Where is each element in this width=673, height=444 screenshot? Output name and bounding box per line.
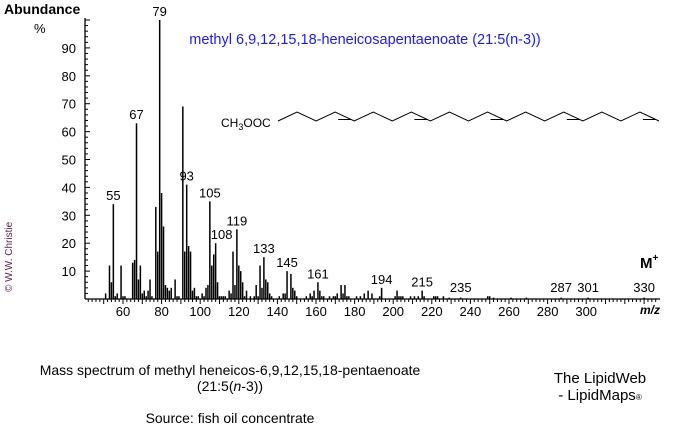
y-tick-label: 30	[62, 208, 76, 223]
caption-source: Source: fish oil concentrate	[145, 410, 315, 426]
caption: Mass spectrum of methyl heneicos-6,9,12,…	[20, 362, 440, 426]
carbon-chain	[277, 111, 660, 122]
mass-spectrum-chart: Abundance % methyl 6,9,12,15,18-heneicos…	[4, 1, 660, 319]
peak-label-301: 301	[577, 280, 599, 295]
copyright: © W.W. Christie	[4, 221, 15, 292]
x-axis-label: m/z	[640, 303, 660, 317]
peak-label-145: 145	[276, 255, 298, 270]
axes: 10 20 30 40 50 60 70 80 90 60 80 100 120 140 160 180 200…	[62, 18, 660, 319]
peak-label-79: 79	[152, 4, 166, 19]
structure-head-label: CH3OOC	[221, 116, 271, 132]
chemical-structure	[277, 111, 660, 122]
peak-label-67: 67	[129, 107, 143, 122]
y-tick-label: 40	[62, 180, 76, 195]
chart-title: methyl 6,9,12,15,18-heneicosapentaenoate…	[189, 32, 540, 48]
x-tick-label: 280	[537, 304, 559, 319]
peak-label-119: 119	[227, 213, 248, 228]
peaks	[104, 20, 645, 299]
y-tick-label: 50	[62, 153, 76, 168]
peak-label-287: 287	[550, 280, 572, 295]
caption-line2: (21:5(n-3))	[196, 378, 264, 394]
peak-label-108: 108	[211, 227, 233, 242]
x-tick-label: 260	[498, 304, 520, 319]
molecular-ion-label: M+	[640, 253, 659, 272]
x-tick-label: 60	[116, 304, 130, 319]
brand-line1: The LipidWeb	[553, 370, 647, 387]
brand-line2: - LipidMaps®	[558, 387, 642, 404]
x-tick-label: 140	[267, 304, 289, 319]
x-tick-label: 80	[154, 304, 168, 319]
peak-label-105: 105	[199, 185, 221, 200]
x-tick-label: 300	[575, 304, 597, 319]
y-tick-label: 80	[62, 69, 76, 84]
y-tick-label: 20	[62, 236, 76, 251]
peak-label-93: 93	[179, 169, 193, 184]
x-tick-label: 220	[421, 304, 443, 319]
y-tick-label: 60	[62, 125, 76, 140]
y-axis-label: Abundance	[4, 1, 80, 17]
peak-label-215: 215	[411, 275, 433, 290]
brand: The LipidWeb - LipidMaps®	[545, 370, 655, 404]
peak-label-133: 133	[253, 241, 275, 256]
x-tick-label: 120	[228, 304, 250, 319]
x-tick-label: 240	[460, 304, 482, 319]
y-tick-label: 90	[62, 41, 76, 56]
y-tick-label: 70	[62, 97, 76, 112]
peak-label-161: 161	[307, 266, 329, 281]
peak-label-55: 55	[106, 188, 120, 203]
y-tick-label: 10	[62, 264, 76, 279]
peak-label-194: 194	[371, 272, 393, 287]
y-axis-unit: %	[34, 21, 46, 36]
x-tick-label: 200	[382, 304, 404, 319]
x-tick-label: 160	[305, 304, 327, 319]
peak-label-235: 235	[450, 280, 472, 295]
caption-line1: Mass spectrum of methyl heneicos-6,9,12,…	[39, 362, 421, 378]
x-tick-label: 180	[344, 304, 366, 319]
x-tick-label: 100	[189, 304, 211, 319]
peak-label-330: 330	[633, 280, 655, 295]
